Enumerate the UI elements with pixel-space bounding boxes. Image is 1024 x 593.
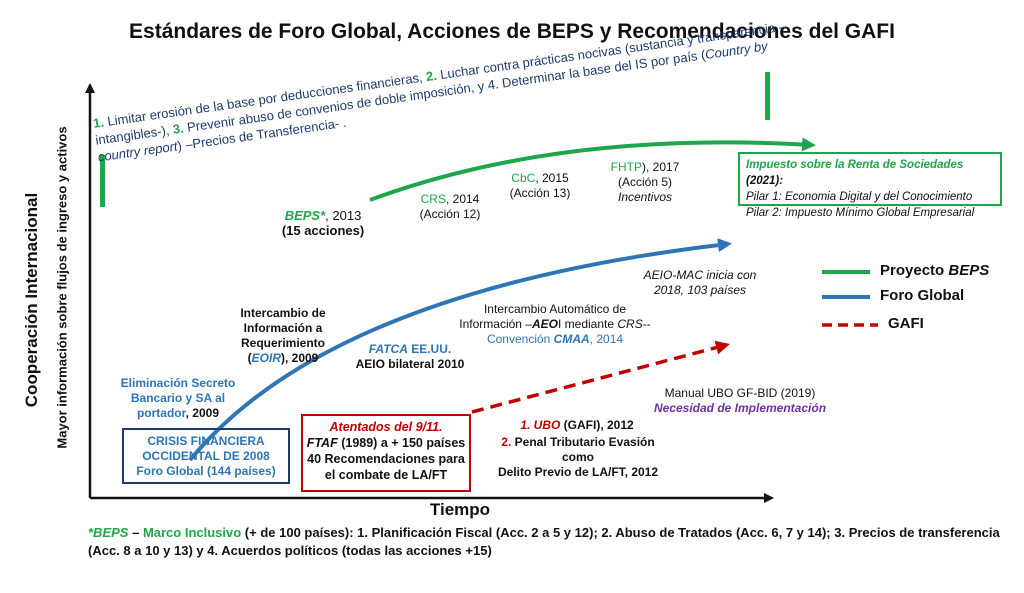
pillars-box: Impuesto sobre la Renta de Sociedades (2… [738, 152, 1002, 219]
eliminacion-secreto-label: Eliminación Secreto Bancario y SA al por… [120, 376, 236, 420]
aeio-mac-label: AEIO-MAC inicia con 2018, 103 países [643, 268, 757, 297]
gafi-dashed-line [471, 340, 730, 414]
legend-beps: Proyecto BEPS [880, 262, 990, 279]
aeoi-label: Intercambio Automático de Información –A… [459, 302, 651, 346]
crs-2014-label: CRS, 2014 (Acción 12) [419, 192, 481, 221]
fatca-label: FATCA EE.UU. AEIO bilateral 2010 [355, 342, 465, 371]
gafi-box: Atentados del 9/11. FTAF (1989) a + 150 … [301, 414, 471, 492]
eoir-label: Intercambio de Información a Requerimien… [240, 306, 326, 365]
y-axis-sublabel: Mayor información sobre flujos de ingres… [54, 126, 70, 449]
goals-left-bar [100, 155, 105, 207]
beps-2013-label: BEPS*, 2013 (15 acciones) [281, 208, 365, 238]
goals-right-bar [765, 72, 770, 120]
manual-ubo-label: Manual UBO GF-BID (2019) Necesidad de Im… [653, 386, 827, 415]
ubo-label: 1. UBO (GAFI), 2012 [520, 418, 634, 432]
crisis-box: CRISIS FINANCIERA OCCIDENTAL DE 2008 For… [122, 428, 290, 484]
penal-tributario-label: 2. Penal Tributario Evasión como Delito … [497, 435, 659, 479]
footnote: *BEPS – Marco Inclusivo (+ de 100 países… [88, 525, 1000, 558]
cbc-2015-label: CbC, 2015 (Acción 13) [509, 171, 571, 200]
legend-gafi: GAFI [888, 315, 924, 332]
legend-global-forum: Foro Global [880, 287, 965, 304]
y-axis-label: Cooperación Internacional [22, 192, 41, 408]
global-forum-curve [188, 238, 732, 462]
diagram-title: Estándares de Foro Global, Acciones de B… [129, 20, 895, 43]
fhtp-2017-label: FHTP), 2017 (Acción 5) Incentivos [610, 160, 680, 204]
beps-curve [369, 137, 816, 202]
x-axis-label: Tiempo [429, 500, 491, 519]
